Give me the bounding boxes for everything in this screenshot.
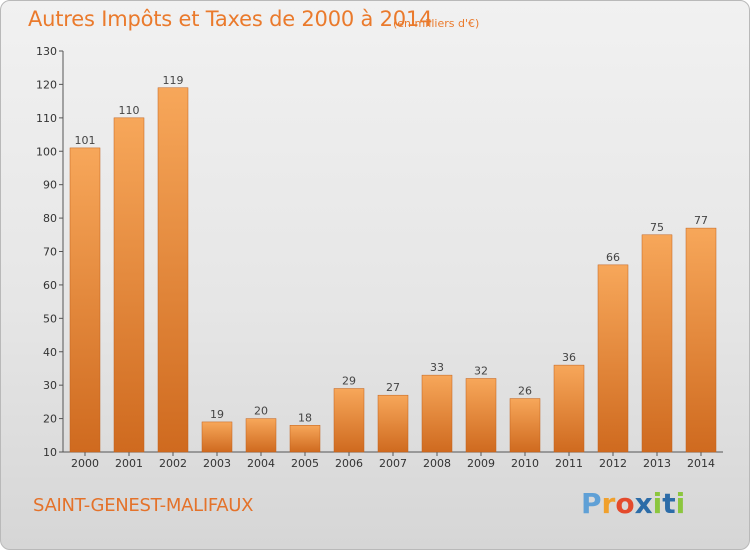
chart-labels: 101 2000 110 2001 119 2002 19 2003 20 2004 18 2005 2… — [71, 74, 715, 470]
x-tick-label: 2014 — [687, 457, 715, 470]
bar-value-label: 33 — [430, 361, 444, 374]
bar-2002 — [157, 87, 189, 453]
logo-letter: t — [662, 487, 676, 520]
x-tick-label: 2006 — [335, 457, 363, 470]
bar-2004 — [245, 418, 277, 453]
bar-value-label: 119 — [163, 74, 184, 87]
bar-value-label: 77 — [694, 214, 708, 227]
logo-letter: i — [675, 487, 686, 520]
y-tick-label: 60 — [43, 279, 57, 292]
x-tick-label: 2003 — [203, 457, 231, 470]
y-tick-label: 120 — [36, 78, 57, 91]
y-tick-label: 80 — [43, 212, 57, 225]
y-tick-label: 90 — [43, 179, 57, 192]
bar-value-label: 75 — [650, 221, 664, 234]
bar-value-label: 26 — [518, 385, 532, 398]
bar-value-label: 110 — [119, 104, 140, 117]
chart-title: Autres Impôts et Taxes de 2000 à 2014 — [28, 7, 433, 31]
y-tick-label: 100 — [36, 145, 57, 158]
x-tick-label: 2010 — [511, 457, 539, 470]
bar-2008 — [421, 374, 453, 453]
bar-2010 — [509, 398, 541, 453]
bar-value-label: 101 — [75, 134, 96, 147]
bar-2013 — [641, 234, 673, 453]
x-tick-label: 2011 — [555, 457, 583, 470]
bar-value-label: 29 — [342, 375, 356, 388]
x-tick-label: 2000 — [71, 457, 99, 470]
y-tick-label: 130 — [36, 45, 57, 58]
x-tick-label: 2007 — [379, 457, 407, 470]
x-tick-label: 2001 — [115, 457, 143, 470]
chart-bars — [69, 87, 717, 453]
bar-value-label: 20 — [254, 405, 268, 418]
bar-value-label: 36 — [562, 351, 576, 364]
logo-letter: i — [652, 487, 663, 520]
bar-2012 — [597, 264, 629, 453]
chart-axes: 10 20 30 40 50 60 70 80 90 100 110 120 130 — [36, 45, 723, 459]
y-tick-label: 10 — [43, 446, 57, 459]
bar-value-label: 18 — [298, 411, 312, 424]
logo-letter: o — [615, 487, 635, 520]
x-tick-label: 2005 — [291, 457, 319, 470]
bar-value-label: 27 — [386, 381, 400, 394]
y-tick-label: 70 — [43, 246, 57, 259]
bar-value-label: 66 — [606, 251, 620, 264]
x-tick-label: 2012 — [599, 457, 627, 470]
x-tick-label: 2002 — [159, 457, 187, 470]
bar-2007 — [377, 394, 409, 453]
chart-subtitle: (en milliers d'€) — [393, 17, 480, 30]
bar-2003 — [201, 421, 233, 453]
logo-letter: x — [634, 487, 653, 520]
x-tick-label: 2004 — [247, 457, 275, 470]
y-tick-label: 110 — [36, 112, 57, 125]
y-tick-label: 30 — [43, 379, 57, 392]
x-tick-label: 2008 — [423, 457, 451, 470]
bar-2000 — [69, 147, 101, 453]
y-tick-label: 40 — [43, 346, 57, 359]
proxiti-logo: Proxiti — [581, 487, 685, 520]
bar-2001 — [113, 117, 145, 453]
x-tick-label: 2009 — [467, 457, 495, 470]
y-tick-label: 20 — [43, 413, 57, 426]
y-tick-label: 50 — [43, 312, 57, 325]
bar-value-label: 19 — [210, 408, 224, 421]
bar-2014 — [685, 227, 717, 453]
bar-2005 — [289, 425, 321, 453]
bar-2006 — [333, 388, 365, 453]
logo-letter: r — [601, 487, 616, 520]
x-tick-label: 2013 — [643, 457, 671, 470]
bar-2011 — [553, 364, 585, 453]
bar-value-label: 32 — [474, 364, 488, 377]
logo-letter: P — [581, 487, 602, 520]
bar-2009 — [465, 378, 497, 453]
city-name: SAINT-GENEST-MALIFAUX — [33, 495, 254, 516]
